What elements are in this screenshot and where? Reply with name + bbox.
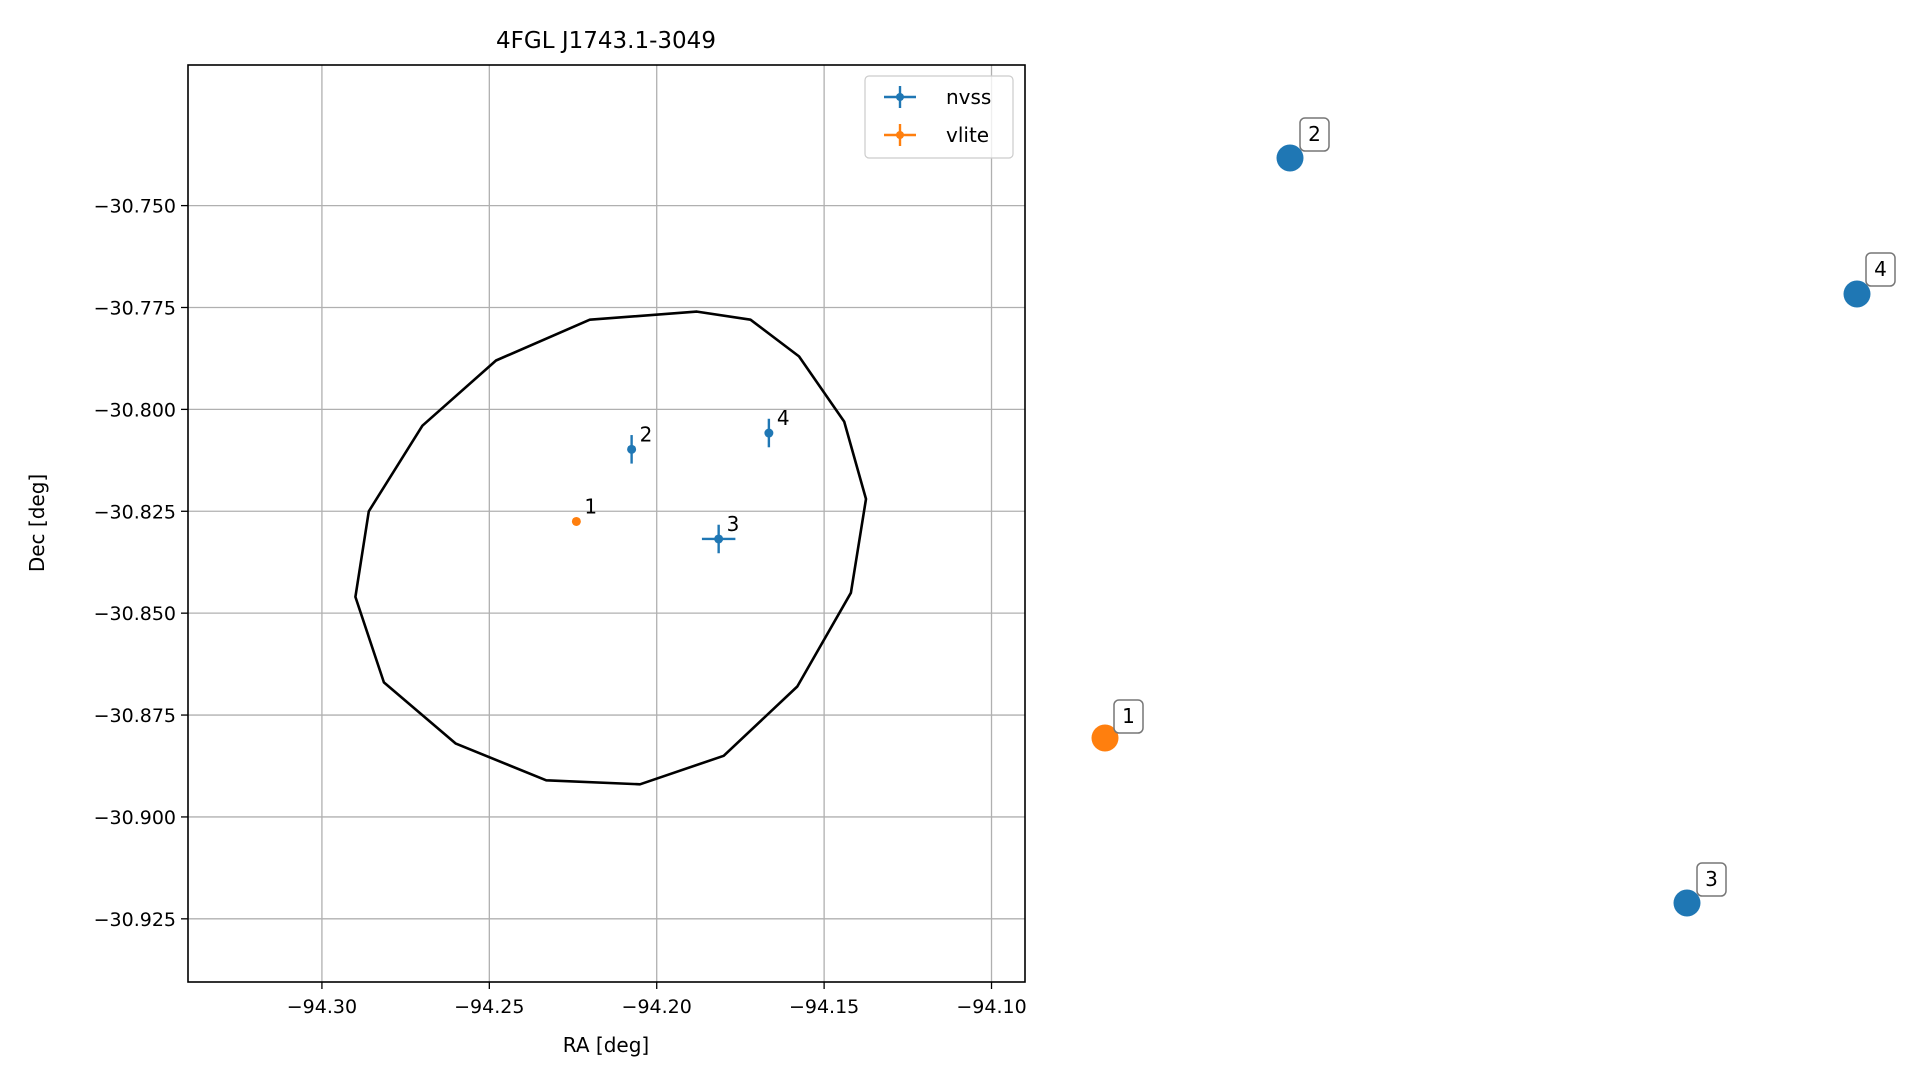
grid-lines	[188, 65, 1025, 982]
point-label: 3	[727, 512, 740, 536]
x-tick-label: −94.25	[454, 996, 524, 1018]
side-marker-4: 4	[1843, 252, 1896, 308]
y-axis-label: Dec [deg]	[25, 474, 49, 572]
side-marker-3: 3	[1673, 862, 1727, 917]
legend-marker-vlite	[884, 124, 916, 146]
x-tick-label: −94.20	[622, 996, 692, 1018]
y-tick-label: −30.925	[94, 909, 176, 931]
y-tick-label: −30.850	[94, 603, 176, 625]
side-marker-1: 1	[1091, 699, 1144, 752]
data-points-layer: 2 3 4 1	[571, 406, 790, 554]
y-tick-label: −30.800	[94, 399, 176, 421]
y-tick-label: −30.775	[94, 297, 176, 319]
data-point-nvss-4: 4	[764, 406, 790, 448]
point-marker	[627, 444, 637, 454]
data-point-nvss-3: 3	[701, 512, 740, 554]
data-point-vlite-1: 1	[571, 494, 597, 526]
y-axis-ticks: −30.750 −30.775 −30.800 −30.825 −30.850 −30.8…	[94, 196, 188, 931]
side-marker-3-label: 3	[1705, 867, 1718, 891]
point-marker	[714, 534, 724, 544]
y-tick-label: −30.900	[94, 807, 176, 829]
x-tick-label: −94.15	[789, 996, 859, 1018]
side-marker-2-dot	[1276, 144, 1304, 172]
plot-frame	[187, 64, 1026, 983]
data-point-nvss-2: 2	[627, 422, 653, 464]
point-label: 2	[640, 422, 653, 446]
point-marker	[764, 428, 774, 438]
error-ellipse	[354, 310, 868, 786]
side-marker-1-label: 1	[1122, 704, 1135, 728]
x-axis-label: RA [deg]	[563, 1033, 649, 1057]
error-ellipse-layer	[354, 310, 868, 786]
chart-title: 4FGL J1743.1-3049	[496, 28, 716, 54]
x-axis-ticks: −94.30 −94.25 −94.20 −94.15 −94.10	[287, 982, 1027, 1018]
legend-marker-nvss	[884, 86, 916, 108]
side-marker-4-dot	[1843, 280, 1871, 308]
side-marker-3-dot	[1673, 889, 1701, 917]
side-marker-2-label: 2	[1308, 122, 1321, 146]
point-label: 4	[777, 406, 790, 430]
side-marker-2-badge	[1299, 117, 1330, 152]
x-tick-label: −94.30	[287, 996, 357, 1018]
side-marker-2: 2	[1276, 117, 1330, 172]
side-marker-3-badge	[1696, 862, 1727, 897]
y-tick-label: −30.875	[94, 705, 176, 727]
point-label: 1	[584, 494, 597, 518]
x-tick-label: −94.10	[956, 996, 1026, 1018]
y-tick-label: −30.750	[94, 196, 176, 218]
y-tick-label: −30.825	[94, 501, 176, 523]
legend-label-vlite: vlite	[946, 123, 989, 147]
point-marker	[571, 516, 581, 526]
legend-label-nvss: nvss	[946, 85, 991, 109]
side-marker-1-badge	[1113, 699, 1144, 734]
side-marker-4-label: 4	[1874, 257, 1887, 281]
legend: nvss vlite	[864, 75, 1014, 159]
side-marker-4-badge	[1865, 252, 1896, 287]
side-marker-1-dot	[1091, 724, 1119, 752]
